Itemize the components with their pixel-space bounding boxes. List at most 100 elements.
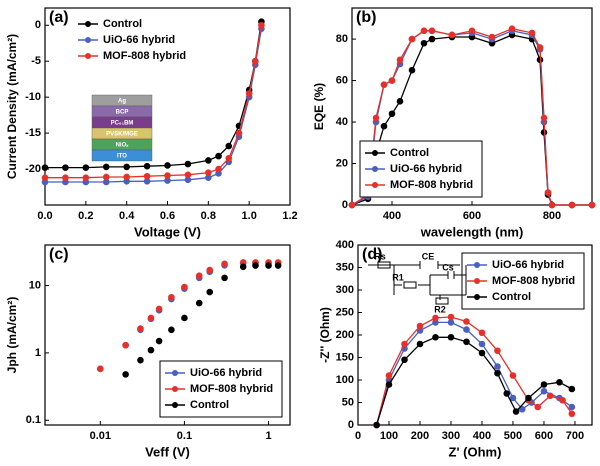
x-tick-label: 200	[411, 430, 429, 442]
y-tick-label: 200	[336, 329, 354, 341]
data-point	[82, 164, 90, 171]
data-point	[447, 333, 455, 341]
data-point	[251, 57, 259, 65]
data-point	[401, 340, 408, 348]
data-point	[512, 408, 520, 415]
data-point	[164, 162, 171, 169]
y-tick-label: -5	[31, 55, 41, 67]
panel-label: (c)	[49, 246, 69, 263]
data-point	[448, 31, 456, 39]
legend-swatch	[474, 262, 480, 268]
circuit-inset	[368, 261, 467, 305]
x-tick-label: 700	[566, 430, 584, 442]
data-point	[258, 21, 265, 29]
y-tick-label: 10	[29, 279, 41, 291]
data-point	[143, 172, 151, 180]
data-point	[147, 314, 155, 322]
data-point	[372, 114, 380, 122]
data-point	[478, 329, 486, 337]
data-point	[195, 272, 203, 280]
legend-label: MOF-808 hybrid	[492, 275, 575, 287]
data-point	[463, 338, 470, 346]
data-point	[348, 201, 356, 209]
data-point	[396, 56, 404, 64]
data-point	[274, 262, 282, 269]
legend-label: UiO-66 hybrid	[492, 259, 564, 271]
data-point	[463, 318, 470, 325]
inset-label: Rs	[374, 251, 386, 261]
data-point	[385, 372, 393, 379]
data-point	[137, 356, 144, 364]
data-point	[546, 392, 554, 400]
y-axis-title: Jph (mA/cm²)	[5, 297, 19, 374]
data-point	[468, 27, 476, 35]
x-tick-label: 0.4	[119, 210, 135, 222]
x-tick-label: 0.8	[201, 210, 216, 222]
legend-label: MOF-808 hybrid	[390, 179, 473, 191]
y-tick-label: 150	[336, 351, 354, 363]
data-point	[215, 152, 222, 160]
data-point	[534, 403, 542, 411]
data-point	[432, 333, 439, 341]
data-point	[408, 66, 416, 74]
x-tick-label: 0.0	[37, 210, 52, 222]
y-tick-label: 50	[342, 396, 354, 408]
x-axis-title: Veff (V)	[145, 444, 190, 459]
data-point	[568, 410, 576, 418]
data-point	[164, 172, 171, 179]
y-tick-label: 400	[336, 239, 354, 251]
y-tick-label: 0.1	[26, 414, 41, 426]
legend-label: Control	[103, 18, 142, 30]
series-line	[375, 321, 573, 426]
y-tick-label: 0	[342, 199, 348, 211]
legend-swatch	[372, 150, 378, 156]
data-point	[147, 346, 155, 354]
inset-label: NiOₓ	[116, 143, 130, 149]
x-tick-label: 1.0	[242, 210, 257, 222]
data-point	[181, 283, 188, 291]
data-point	[388, 110, 396, 118]
data-point	[494, 369, 501, 377]
data-point	[488, 33, 496, 41]
data-point	[447, 313, 455, 321]
x-tick-label: 400	[383, 210, 401, 222]
data-point	[525, 394, 532, 402]
data-point	[568, 403, 576, 411]
data-point	[155, 305, 163, 313]
y-tick-label: 100	[336, 374, 354, 386]
x-axis-title: Voltage (V)	[134, 224, 201, 239]
data-point	[536, 44, 544, 51]
panel-label: (a)	[49, 9, 69, 26]
data-point	[540, 114, 548, 122]
y-tick-label: 0	[348, 419, 354, 431]
y-axis-title: EQE (%)	[312, 83, 326, 130]
data-point	[494, 363, 501, 370]
series-line	[375, 316, 573, 426]
inset-layer	[91, 149, 153, 162]
legend-swatch	[372, 182, 378, 188]
y-tick-label: 250	[336, 306, 354, 318]
y-tick-label: -15	[25, 127, 41, 139]
data-point	[97, 365, 104, 373]
y-tick-label: -20	[25, 163, 41, 175]
data-point	[559, 396, 566, 404]
data-point	[62, 164, 69, 171]
legend-swatch	[85, 53, 91, 59]
data-point	[245, 90, 253, 97]
data-point	[195, 299, 203, 307]
data-point	[385, 381, 393, 388]
legend-label: MOF-808 hybrid	[190, 383, 273, 395]
x-tick-label: 1	[265, 430, 271, 442]
legend-label: Control	[390, 147, 429, 159]
data-point	[123, 163, 130, 171]
data-point	[265, 262, 272, 269]
legend-swatch	[172, 402, 178, 408]
data-point	[388, 77, 396, 84]
legend-swatch	[85, 37, 91, 43]
data-point	[102, 163, 110, 171]
panel-label: (d)	[362, 246, 382, 263]
data-point	[225, 142, 233, 150]
data-point	[428, 27, 436, 35]
data-point	[478, 340, 486, 348]
y-tick-label: 300	[336, 284, 354, 296]
